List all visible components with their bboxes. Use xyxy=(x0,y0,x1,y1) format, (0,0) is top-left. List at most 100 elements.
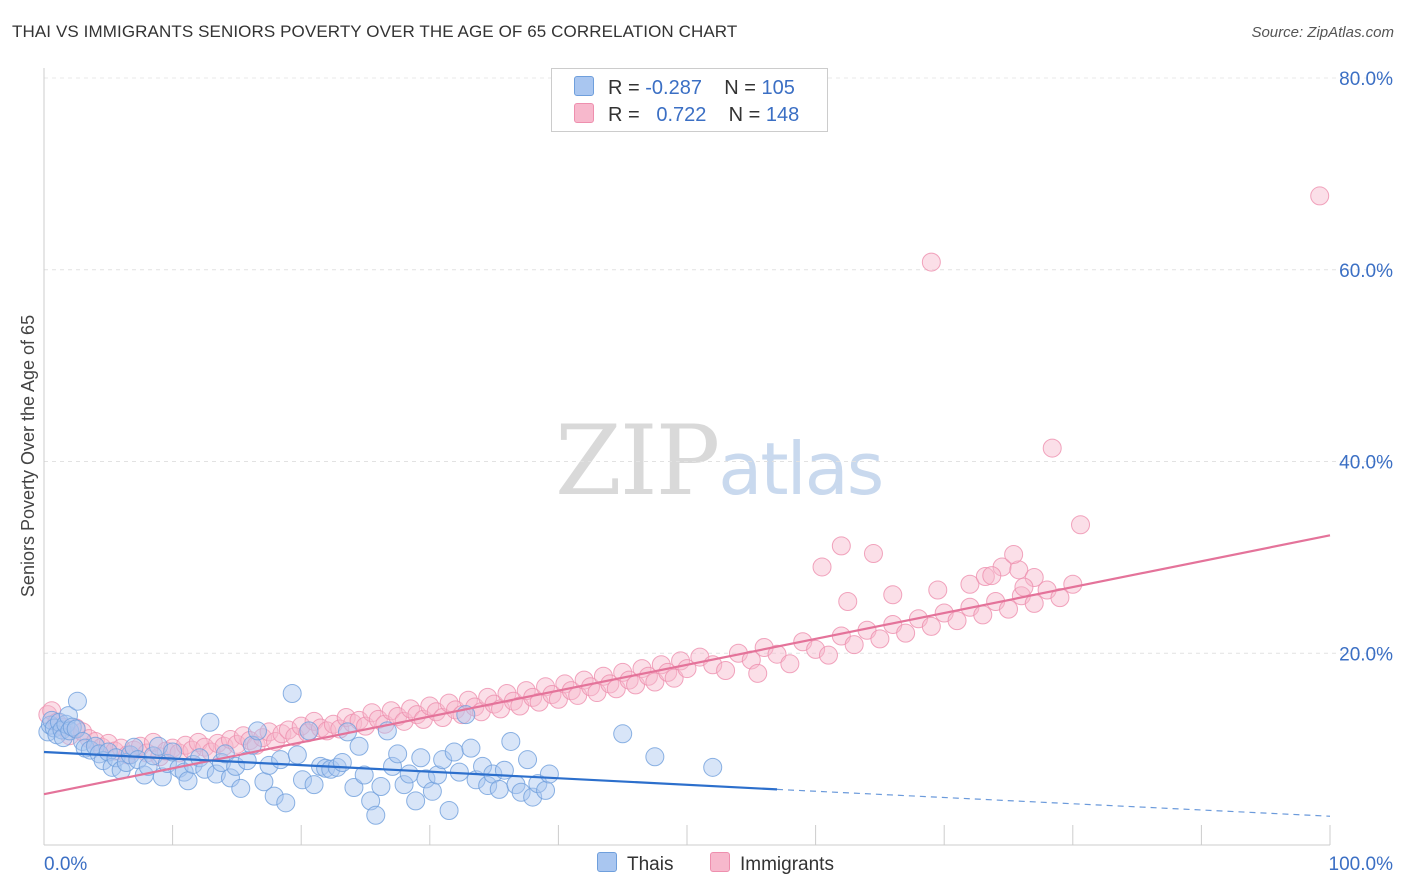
data-point xyxy=(106,748,126,768)
data-point xyxy=(416,769,436,789)
data-point xyxy=(178,771,198,791)
thais-swatch-icon xyxy=(574,76,594,96)
data-point xyxy=(664,668,684,688)
data-point xyxy=(394,775,414,795)
data-point xyxy=(292,770,312,790)
y-tick-label: 40.0% xyxy=(1339,453,1393,474)
legend-r-value: -0.287 xyxy=(645,77,702,99)
data-point xyxy=(1071,515,1091,535)
legend-n-value: 105 xyxy=(761,77,795,99)
legend-n-value: 148 xyxy=(765,104,800,126)
data-point xyxy=(780,654,800,674)
data-point xyxy=(444,742,464,762)
data-point xyxy=(200,712,220,732)
data-point xyxy=(536,780,556,800)
data-point xyxy=(928,580,948,600)
data-point xyxy=(818,645,838,665)
data-point xyxy=(947,611,967,631)
legend-r-label: R = xyxy=(608,77,640,99)
data-point xyxy=(411,748,431,768)
x-tick-label: 100.0% xyxy=(1329,854,1394,875)
data-point xyxy=(838,591,858,611)
data-point xyxy=(511,782,531,802)
data-point xyxy=(999,599,1018,619)
y-tick-label: 20.0% xyxy=(1339,644,1393,665)
thais-points xyxy=(38,684,723,825)
immigrants-swatch-icon xyxy=(710,852,730,872)
data-point xyxy=(921,252,941,272)
gridlines xyxy=(44,77,1392,654)
data-point xyxy=(361,791,381,811)
legend-r-label: R = xyxy=(608,104,640,126)
data-point xyxy=(259,755,279,775)
y-tick-label: 60.0% xyxy=(1339,261,1393,282)
data-point xyxy=(497,684,517,704)
data-point xyxy=(206,764,226,784)
data-point xyxy=(406,791,426,811)
x-tick-label: 0.0% xyxy=(44,854,87,875)
data-point xyxy=(645,672,665,692)
data-point xyxy=(1024,568,1044,588)
data-point xyxy=(439,800,459,820)
data-point xyxy=(276,793,296,813)
thais-trend-extension xyxy=(776,788,1331,817)
data-point xyxy=(344,777,364,797)
data-point xyxy=(148,736,168,756)
data-point xyxy=(645,747,665,767)
data-point xyxy=(399,764,419,784)
data-point xyxy=(716,661,736,681)
data-point xyxy=(1063,574,1083,594)
data-point xyxy=(1009,560,1029,580)
watermark-atlas: atlas xyxy=(718,427,884,511)
data-point xyxy=(371,777,391,797)
data-point xyxy=(748,663,768,683)
chart-title: THAI VS IMMIGRANTS SENIORS POVERTY OVER … xyxy=(12,22,738,41)
data-point xyxy=(163,742,183,762)
data-point xyxy=(388,744,408,764)
data-point xyxy=(264,786,284,806)
data-point xyxy=(299,721,319,741)
thais-swatch-icon xyxy=(597,852,617,872)
source-label: Source: ZipAtlas.com xyxy=(1251,24,1394,41)
data-point xyxy=(703,757,723,777)
data-point xyxy=(982,566,1002,586)
data-point xyxy=(883,585,903,605)
data-point xyxy=(870,629,890,649)
data-point xyxy=(844,635,864,655)
data-point xyxy=(287,745,307,765)
legend-r-value: 0.722 xyxy=(656,104,707,126)
data-point xyxy=(242,735,262,755)
data-point xyxy=(863,544,883,564)
data-point xyxy=(422,781,442,801)
legend-row-thais: R = -0.287 N = 105 xyxy=(574,76,795,100)
bottom-legend-immigrants: Immigrants xyxy=(710,852,834,876)
data-point xyxy=(921,616,941,636)
data-point xyxy=(613,724,633,744)
data-point xyxy=(304,775,324,795)
data-point xyxy=(247,721,267,741)
legend-n-label: N = xyxy=(728,104,761,126)
bottom-legend-thais: Thais xyxy=(597,852,673,876)
data-point xyxy=(831,536,851,556)
data-point xyxy=(501,731,521,751)
data-point xyxy=(231,778,251,798)
data-point xyxy=(271,750,291,770)
data-point xyxy=(806,639,826,659)
legend-row-immigrants: R = 0.722 N = 148 xyxy=(574,103,799,127)
data-point xyxy=(973,605,993,625)
axes xyxy=(43,68,1331,846)
data-point xyxy=(1014,577,1034,597)
data-point xyxy=(282,684,302,704)
axis-labels: 20.0% 40.0% 60.0% 80.0% 0.0% 100.0% Seniors Po… xyxy=(18,69,1393,875)
bottom-legend-thais-label: Thais xyxy=(627,854,674,875)
data-point xyxy=(812,557,832,577)
data-point xyxy=(285,727,305,747)
bottom-legend-immigrants-label: Immigrants xyxy=(740,854,834,875)
data-point xyxy=(220,768,240,788)
data-point xyxy=(66,719,86,739)
data-point xyxy=(767,644,787,664)
data-point xyxy=(1042,438,1062,458)
data-point xyxy=(975,567,995,587)
correlation-legend: R = -0.287 N = 105 R = 0.722 N = 148 xyxy=(551,68,828,132)
data-point xyxy=(349,736,369,756)
